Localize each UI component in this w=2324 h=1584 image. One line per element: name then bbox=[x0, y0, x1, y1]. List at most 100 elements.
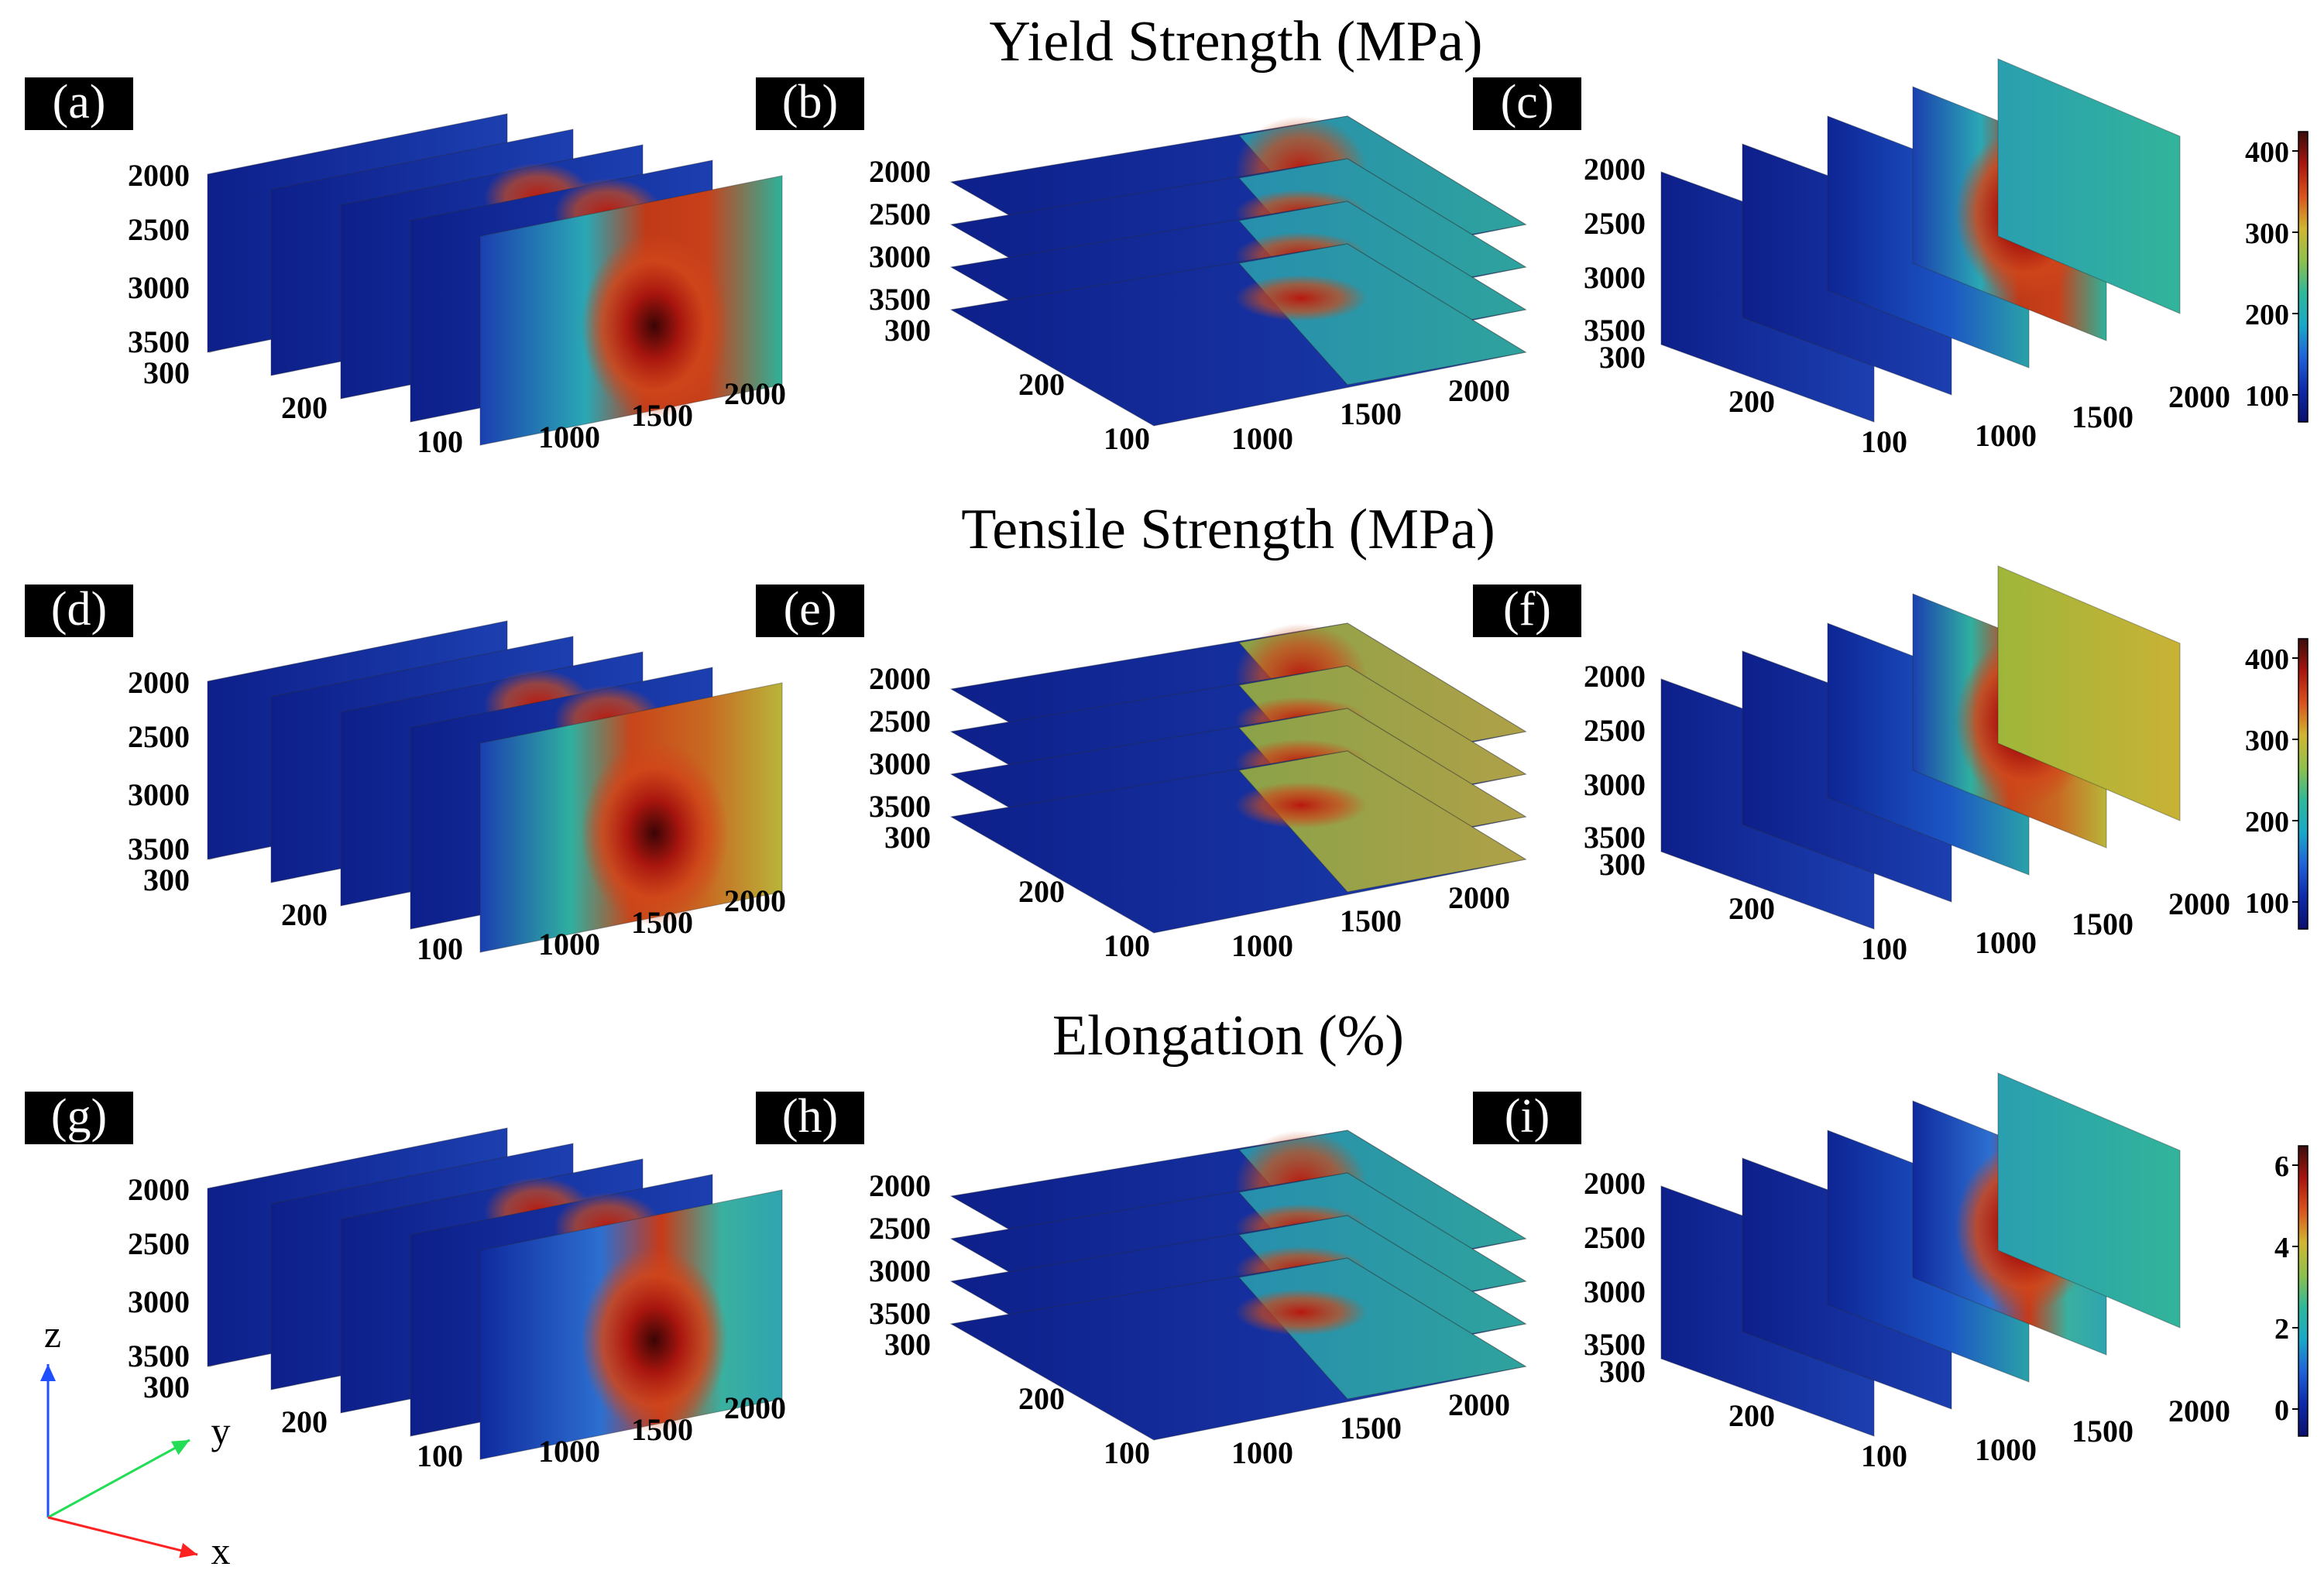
y-tick-label: 100 bbox=[417, 424, 463, 459]
panel-label: (a) bbox=[25, 76, 133, 130]
panel-label: (h) bbox=[756, 1090, 864, 1144]
z-tick-label: 3000 bbox=[1584, 1274, 1646, 1309]
hot-region bbox=[1235, 782, 1367, 828]
colorbar-tick-label: 100 bbox=[2245, 380, 2289, 413]
x-tick-label: 1000 bbox=[1975, 1432, 2037, 1467]
colorbar: 100 200 300 400 bbox=[2245, 638, 2309, 930]
z-tick-label: 2500 bbox=[128, 1226, 190, 1261]
y-tick-label: 100 bbox=[1104, 928, 1150, 963]
colorbar-tick-label: 4 bbox=[2274, 1232, 2289, 1264]
z-tick-label: 2000 bbox=[128, 158, 190, 193]
y-tick-label: 100 bbox=[417, 931, 463, 966]
z-tick-label: 3000 bbox=[869, 746, 931, 781]
row-title: Tensile Strength (MPa) bbox=[961, 498, 1495, 561]
x-tick-label: 1000 bbox=[538, 927, 600, 962]
z-tick-label: 3500 bbox=[869, 789, 931, 824]
y-axis-label: y bbox=[211, 1409, 231, 1452]
y-tick-label: 300 bbox=[884, 1327, 931, 1362]
z-tick-label: 2000 bbox=[869, 661, 931, 696]
x-tick-label: 1000 bbox=[1231, 1435, 1293, 1470]
y-tick-label: 200 bbox=[281, 390, 328, 425]
x-tick-label: 1500 bbox=[631, 905, 693, 940]
x-tick-label: 2000 bbox=[1448, 373, 1510, 408]
x-tick-label: 1500 bbox=[2072, 399, 2133, 434]
panel-label-text: (i) bbox=[1505, 1090, 1550, 1143]
y-tick-label: 200 bbox=[1018, 1381, 1065, 1416]
panel-label-box bbox=[25, 77, 133, 130]
panel-label-box bbox=[756, 77, 864, 130]
x-tick-label: 1000 bbox=[1975, 418, 2037, 453]
z-tick-label: 2000 bbox=[1584, 152, 1646, 187]
z-tick-label: 2500 bbox=[869, 704, 931, 739]
y-axis-arrow bbox=[47, 1438, 191, 1519]
z-tick-label: 3500 bbox=[128, 831, 190, 866]
z-tick-label: 3000 bbox=[128, 1284, 190, 1319]
y-tick-label: 100 bbox=[1861, 1438, 1907, 1473]
colorbar-scale bbox=[2298, 638, 2309, 930]
x-axis-arrow-head bbox=[179, 1542, 197, 1558]
y-tick-label: 300 bbox=[1599, 847, 1646, 882]
panel-label-text: (b) bbox=[782, 76, 838, 129]
z-tick-label: 3000 bbox=[1584, 767, 1646, 802]
panel-label-text: (f) bbox=[1503, 583, 1551, 636]
x-tick-label: 1000 bbox=[538, 1434, 600, 1469]
colorbar: 0 2 4 6 bbox=[2274, 1145, 2309, 1437]
y-tick-label: 100 bbox=[1861, 424, 1907, 459]
x-tick-label: 2000 bbox=[2168, 1394, 2230, 1428]
z-tick-label: 2500 bbox=[1584, 713, 1646, 748]
z-tick-label: 2500 bbox=[1584, 206, 1646, 241]
colorbar-tick-label: 200 bbox=[2245, 806, 2289, 838]
x-tick-label: 2000 bbox=[1448, 880, 1510, 915]
colorbar-tick-label: 0 bbox=[2274, 1394, 2289, 1427]
panel-label: (g) bbox=[25, 1090, 133, 1144]
x-tick-label: 1500 bbox=[1340, 903, 1402, 938]
y-tick-label: 300 bbox=[143, 1370, 190, 1404]
panel-label-text: (g) bbox=[51, 1090, 107, 1143]
row-title: Elongation (%) bbox=[1052, 1004, 1404, 1068]
z-tick-label: 3000 bbox=[128, 270, 190, 305]
y-tick-label: 100 bbox=[1104, 1435, 1150, 1470]
y-tick-label: 300 bbox=[143, 862, 190, 897]
colorbar-tick-label: 400 bbox=[2245, 136, 2289, 169]
z-tick-label: 2500 bbox=[1584, 1220, 1646, 1255]
z-tick-label: 2000 bbox=[128, 665, 190, 700]
z-axis-arrow-head bbox=[40, 1364, 56, 1381]
hot-region bbox=[581, 233, 728, 419]
z-tick-label: 3000 bbox=[869, 1253, 931, 1288]
x-tick-label: 1000 bbox=[538, 420, 600, 454]
y-tick-label: 300 bbox=[143, 355, 190, 390]
x-axis-label: x bbox=[211, 1529, 231, 1572]
hot-region bbox=[581, 1247, 728, 1433]
y-tick-label: 100 bbox=[417, 1438, 463, 1473]
slice-plane bbox=[1997, 1072, 2181, 1329]
colorbar-tick-label: 300 bbox=[2245, 218, 2289, 250]
panel-label: (d) bbox=[25, 583, 133, 637]
y-tick-label: 200 bbox=[1018, 874, 1065, 909]
z-tick-label: 3000 bbox=[869, 239, 931, 274]
panel-label-text: (d) bbox=[51, 583, 107, 636]
panel-label-text: (a) bbox=[53, 76, 106, 129]
z-tick-label: 3500 bbox=[128, 1339, 190, 1373]
y-tick-label: 200 bbox=[1018, 367, 1065, 402]
x-tick-label: 2000 bbox=[2168, 379, 2230, 414]
x-tick-label: 2000 bbox=[1448, 1387, 1510, 1422]
colorbar-scale bbox=[2298, 1145, 2309, 1437]
y-tick-label: 100 bbox=[1861, 931, 1907, 966]
x-tick-label: 2000 bbox=[2168, 886, 2230, 921]
z-tick-label: 2000 bbox=[1584, 1166, 1646, 1201]
colorbar-scale bbox=[2298, 131, 2309, 423]
panel-label: (c) bbox=[1473, 76, 1581, 130]
panel-label-box bbox=[756, 1092, 864, 1144]
x-tick-label: 1500 bbox=[1340, 1411, 1402, 1445]
colorbar-tick-label: 400 bbox=[2245, 643, 2289, 676]
x-tick-label: 1500 bbox=[1340, 396, 1402, 431]
x-tick-label: 1500 bbox=[631, 1412, 693, 1447]
panel-label-text: (c) bbox=[1501, 76, 1554, 129]
